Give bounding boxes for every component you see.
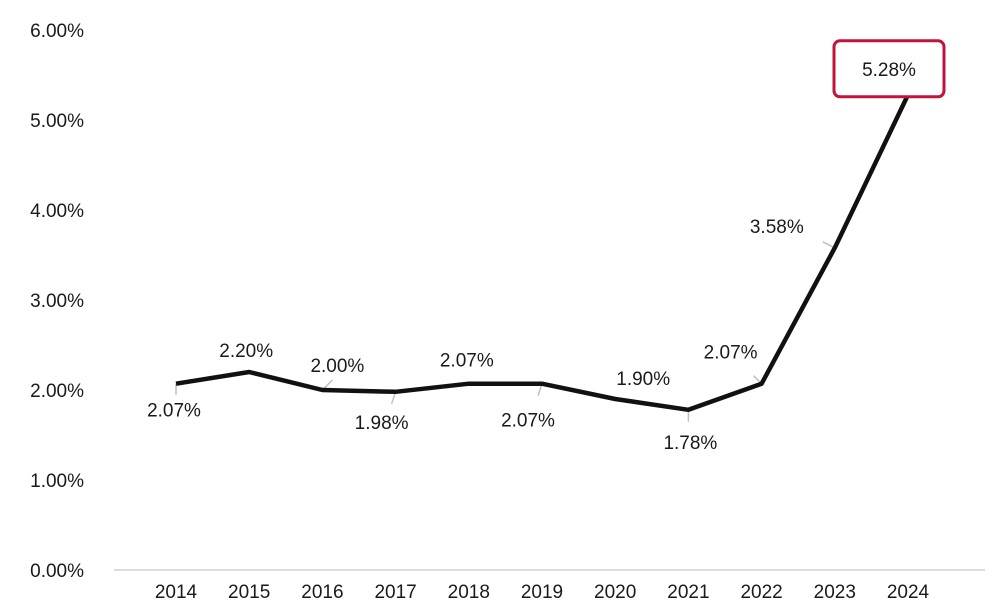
data-label: 2.20% [219, 341, 273, 362]
x-tick-label: 2014 [155, 582, 198, 603]
callout-box [832, 39, 946, 99]
callout-label: 5.28% [862, 60, 916, 81]
x-tick-label: 2023 [814, 582, 856, 603]
data-labels: 2.07% 2.20% 2.00% 1.98% 2.07% 2.07% 1.90% 1.78%… [147, 217, 804, 454]
y-tick-label: 0.00% [30, 561, 84, 582]
x-tick-label: 2017 [374, 582, 416, 603]
x-tick-label: 2019 [521, 582, 563, 603]
y-axis-ticks: 0.00% 1.00% 2.00% 3.00% 4.00% 5.00% 6.00% [30, 21, 84, 582]
x-tick-label: 2022 [740, 582, 782, 603]
data-label: 1.90% [616, 369, 670, 390]
y-tick-label: 6.00% [30, 21, 84, 42]
x-tick-label: 2018 [448, 582, 490, 603]
y-tick-label: 1.00% [30, 471, 84, 492]
y-tick-label: 2.00% [30, 381, 84, 402]
data-label: 2.07% [501, 411, 555, 432]
x-tick-label: 2024 [887, 582, 930, 603]
data-label: 1.78% [663, 433, 717, 454]
highlight-callout: 5.28% [832, 39, 946, 99]
y-tick-label: 4.00% [30, 201, 84, 222]
data-label: 2.07% [440, 351, 494, 372]
x-axis-ticks: 2014 2015 2016 2017 2018 2019 2020 2021 2022 2023… [155, 582, 930, 603]
data-label: 2.07% [147, 401, 201, 422]
y-tick-label: 3.00% [30, 291, 84, 312]
data-label: 2.00% [310, 356, 364, 377]
x-tick-label: 2020 [594, 582, 636, 603]
x-tick-label: 2015 [228, 582, 270, 603]
y-tick-label: 5.00% [30, 111, 84, 132]
data-label: 3.58% [750, 217, 804, 238]
x-tick-label: 2021 [667, 582, 709, 603]
x-tick-label: 2016 [301, 582, 343, 603]
series-line [175, 93, 911, 413]
data-label: 2.07% [704, 343, 758, 364]
data-label: 1.98% [355, 413, 409, 434]
